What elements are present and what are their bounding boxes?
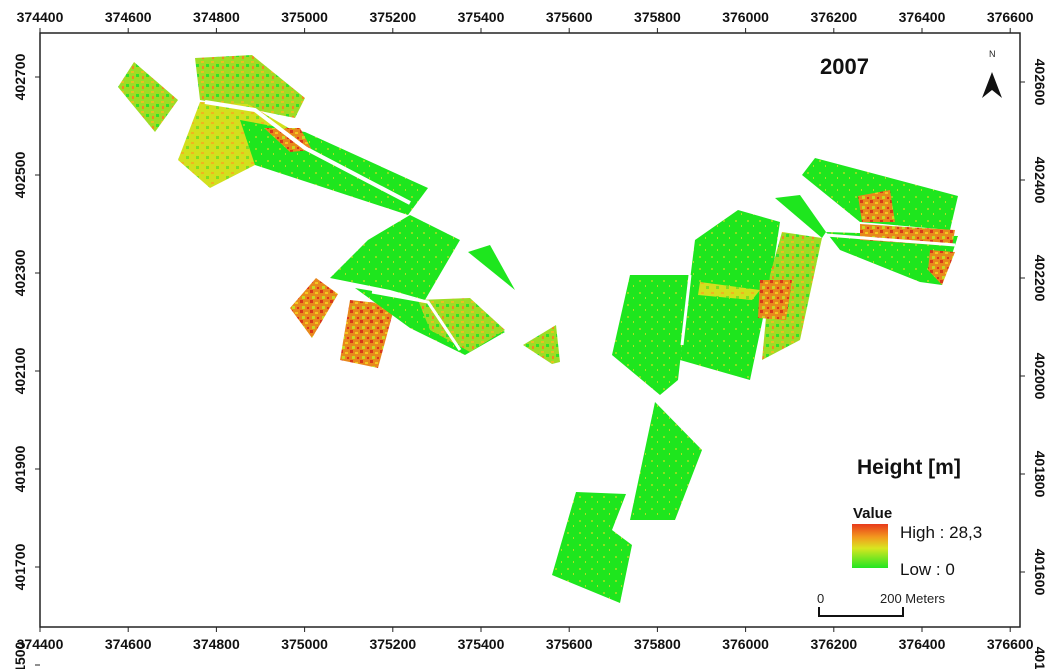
field-parcel <box>758 280 792 320</box>
x-tick-label-bottom: 375400 <box>458 636 505 652</box>
road <box>680 274 692 346</box>
field-parcel <box>340 300 395 368</box>
x-tick-label-top: 375200 <box>369 9 416 25</box>
x-tick-label-bottom: 376200 <box>810 636 857 652</box>
y-tick-label-left: 402300 <box>12 249 28 296</box>
map-year-title: 2007 <box>820 54 869 79</box>
x-tick-label-top: 375600 <box>546 9 593 25</box>
x-tick-label-bottom: 376600 <box>987 636 1034 652</box>
field-parcel <box>195 55 305 118</box>
field-parcel <box>775 195 826 238</box>
y-tick-label-left: 402100 <box>12 347 28 394</box>
legend-title: Height [m] <box>857 456 961 479</box>
field-parcels <box>118 55 958 603</box>
road <box>371 290 462 351</box>
y-tick-label-right: 401600 <box>1032 549 1048 596</box>
x-tick-label-bottom: 375600 <box>546 636 593 652</box>
legend-low-label: Low : 0 <box>900 560 955 579</box>
legend-subtitle: Value <box>853 505 892 522</box>
y-axis-left: 402700 402500 402300 402100 401900 401700 4015… <box>12 53 40 669</box>
field-parcel <box>698 282 760 300</box>
road <box>204 100 411 205</box>
y-tick-label-left: 401900 <box>12 445 28 492</box>
x-axis-top: 374400 374600 374800 375000 375200 375400 3756… <box>17 9 1034 33</box>
road <box>825 233 956 247</box>
x-tick-label-bottom: 375800 <box>634 636 681 652</box>
x-tick-label-top: 376600 <box>987 9 1034 25</box>
legend-high-label: High : 28,3 <box>900 523 982 542</box>
field-parcel <box>552 492 632 603</box>
y-tick-label-right: 402400 <box>1032 157 1048 204</box>
y-tick-label-right: 401400 <box>1032 647 1048 669</box>
x-tick-label-top: 376000 <box>722 9 769 25</box>
x-tick-label-top: 374400 <box>17 9 64 25</box>
x-tick-label-bottom: 375200 <box>369 636 416 652</box>
x-tick-label-top: 375000 <box>281 9 328 25</box>
legend-color-ramp <box>852 524 888 568</box>
x-tick-label-bottom: 376000 <box>722 636 769 652</box>
x-tick-label-top: 376200 <box>810 9 857 25</box>
scale-start-label: 0 <box>817 591 824 606</box>
y-tick-label-left: 402700 <box>12 53 28 100</box>
y-tick-label-right: 401800 <box>1032 451 1048 498</box>
x-tick-label-bottom: 374400 <box>17 636 64 652</box>
y-tick-label-left: 401700 <box>12 543 28 590</box>
field-parcel <box>178 102 292 188</box>
x-tick-label-bottom: 375000 <box>281 636 328 652</box>
x-tick-label-bottom: 374800 <box>193 636 240 652</box>
field-parcel <box>468 245 515 290</box>
y-axis-right: 402600 402400 402200 402000 401800 401600 4014… <box>1020 59 1048 669</box>
field-parcel <box>330 215 460 300</box>
y-tick-label-right: 402000 <box>1032 353 1048 400</box>
x-tick-label-top: 375400 <box>458 9 505 25</box>
field-parcel <box>290 278 338 338</box>
legend: Height [m] Value High : 28,3 Low : 0 <box>852 456 982 579</box>
x-tick-label-top: 374600 <box>105 9 152 25</box>
field-parcel <box>928 250 955 285</box>
scale-bar: 0 200 Meters <box>817 591 946 617</box>
north-arrow-icon: N <box>976 45 1012 107</box>
y-tick-label-left: 402500 <box>12 151 28 198</box>
field-parcel <box>418 298 505 352</box>
y-tick-label-left: 401500 <box>12 641 28 669</box>
x-tick-label-top: 374800 <box>193 9 240 25</box>
north-label: N <box>989 49 996 59</box>
x-axis-bottom: 374400 374600 374800 375000 375200 375400 3756… <box>17 627 1034 652</box>
field-parcel <box>858 190 895 222</box>
x-tick-label-top: 376400 <box>899 9 946 25</box>
y-tick-label-right: 402200 <box>1032 255 1048 302</box>
field-parcel <box>523 325 560 364</box>
field-parcel <box>630 402 702 520</box>
field-parcel <box>612 275 690 395</box>
scale-end-label: 200 Meters <box>880 591 946 606</box>
field-parcel <box>762 232 822 360</box>
y-tick-label-right: 402600 <box>1032 59 1048 106</box>
field-parcel <box>118 62 178 132</box>
x-tick-label-bottom: 374600 <box>105 636 152 652</box>
x-tick-label-bottom: 376400 <box>899 636 946 652</box>
x-tick-label-top: 375800 <box>634 9 681 25</box>
field-parcel <box>826 232 958 285</box>
